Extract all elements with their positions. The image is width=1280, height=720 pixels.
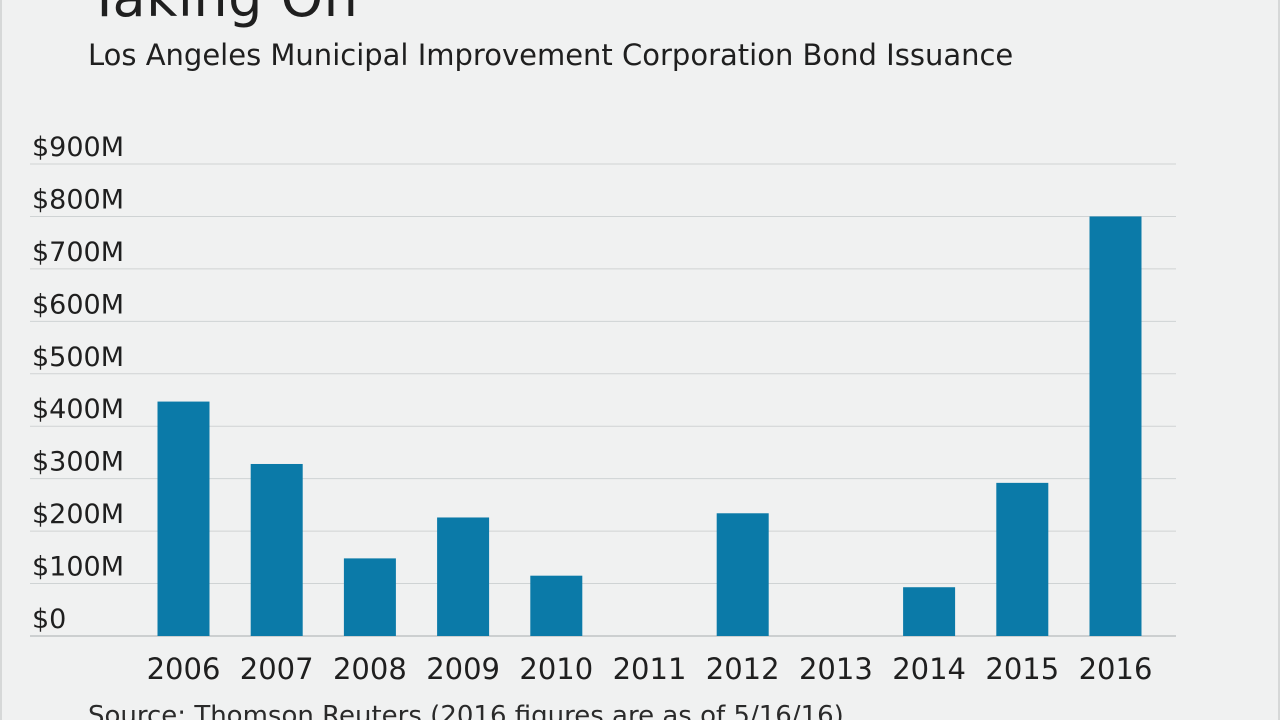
bar-2014 xyxy=(903,587,956,636)
x-tick-label: 2013 xyxy=(799,652,873,686)
chart-source-note: Source: Thomson Reuters (2016 figures ar… xyxy=(88,701,844,720)
x-tick-label: 2012 xyxy=(706,652,780,686)
x-tick-label: 2007 xyxy=(240,652,314,686)
bar-2006 xyxy=(157,401,210,636)
y-tick-label: $500M xyxy=(32,342,124,373)
x-tick-label: 2010 xyxy=(519,652,593,686)
x-tick-label: 2015 xyxy=(985,652,1059,686)
y-tick-label: $200M xyxy=(32,499,124,530)
x-axis-tick-labels: 2006 2007 2008 2009 2010 2011 2012 2013 2014 2015… xyxy=(147,652,1153,686)
bar-2007 xyxy=(250,463,303,636)
bar-2008 xyxy=(343,558,396,636)
bar-2015 xyxy=(996,482,1049,636)
x-tick-label: 2016 xyxy=(1079,652,1153,686)
frame-left-border xyxy=(0,0,2,720)
bar-2012 xyxy=(716,513,769,636)
frame-right-border xyxy=(1278,0,1280,720)
x-tick-label: 2014 xyxy=(892,652,966,686)
x-tick-label: 2011 xyxy=(613,652,687,686)
x-tick-label: 2006 xyxy=(147,652,221,686)
bar-2009 xyxy=(437,517,490,636)
y-tick-label: $800M xyxy=(32,184,124,215)
bar-2016 xyxy=(1089,216,1142,636)
x-tick-label: 2009 xyxy=(426,652,500,686)
y-tick-label: $900M xyxy=(32,132,124,163)
grid-lines xyxy=(30,163,1176,637)
y-axis-tick-labels: $0 $100M $200M $300M $400M $500M $600M $700M $80… xyxy=(32,132,124,635)
y-tick-label: $0 xyxy=(32,604,66,635)
y-tick-label: $600M xyxy=(32,289,124,320)
x-tick-label: 2008 xyxy=(333,652,407,686)
chart-subtitle: Los Angeles Municipal Improvement Corpor… xyxy=(88,38,1014,72)
bar-2010 xyxy=(530,575,583,636)
y-tick-label: $400M xyxy=(32,394,124,425)
chart-title: Taking On xyxy=(88,0,358,29)
y-tick-label: $300M xyxy=(32,447,124,478)
bars xyxy=(157,216,1142,636)
y-tick-label: $700M xyxy=(32,237,124,268)
y-tick-label: $100M xyxy=(32,552,124,583)
